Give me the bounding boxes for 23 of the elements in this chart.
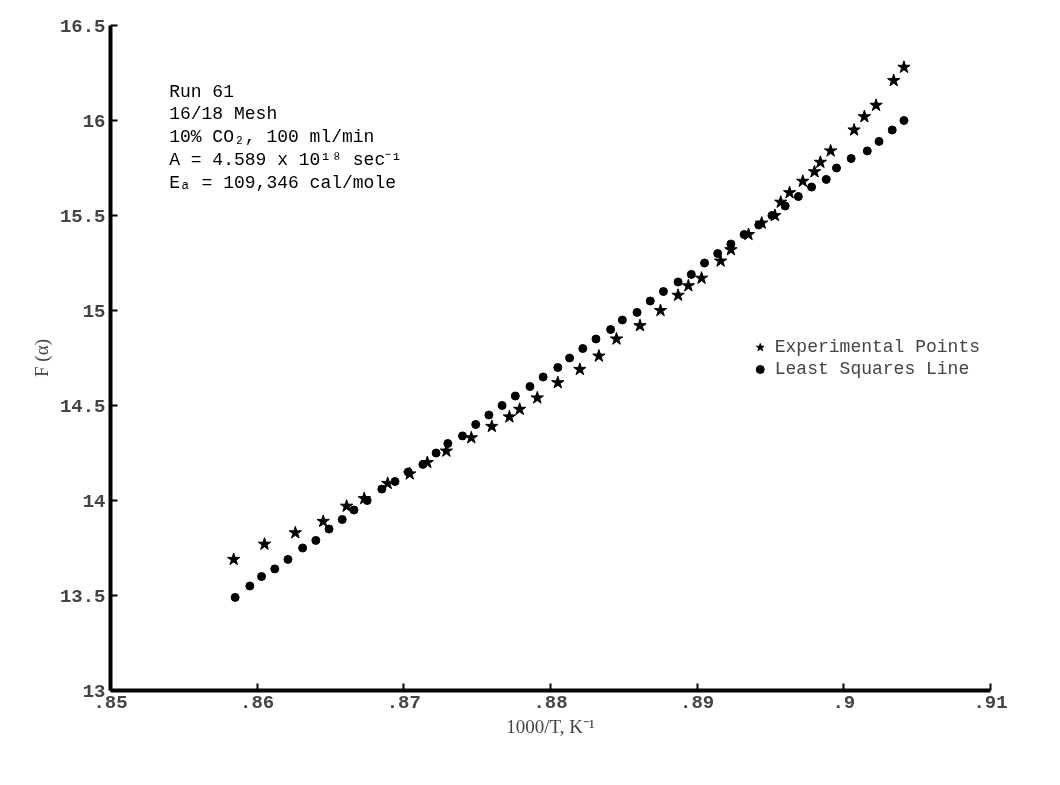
x-tick-label: .89 bbox=[680, 691, 715, 714]
legend-label: Experimental Points bbox=[774, 336, 980, 357]
y-tick-label: 16 bbox=[82, 110, 106, 133]
y-tick-label: 14.5 bbox=[59, 395, 106, 418]
y-axis-title: F (α) bbox=[30, 339, 53, 377]
annotation: 10% CO₂, 100 ml/min bbox=[169, 127, 375, 148]
annotation: 16/18 Mesh bbox=[169, 104, 278, 125]
legend-label: Least Squares Line bbox=[774, 358, 970, 379]
x-tick-label: .86 bbox=[240, 691, 275, 714]
x-axis-title: 1000/T, K⁻¹ bbox=[506, 715, 595, 737]
annotation: Eₐ = 109,346 cal/mole bbox=[169, 172, 397, 193]
y-tick-label: 15.5 bbox=[59, 205, 106, 228]
x-tick-label: .91 bbox=[973, 691, 1008, 714]
annotation: A = 4.589 x 10¹⁸ sec⁻¹ bbox=[169, 149, 403, 170]
x-tick-label: .9 bbox=[832, 691, 856, 714]
y-tick-label: 13 bbox=[82, 680, 106, 703]
annotation: Run 61 bbox=[169, 81, 234, 102]
y-tick-label: 14 bbox=[82, 490, 106, 513]
y-tick-label: 15 bbox=[82, 300, 106, 323]
x-tick-label: .87 bbox=[386, 691, 421, 714]
y-tick-label: 16.5 bbox=[59, 15, 106, 38]
y-tick-label: 13.5 bbox=[59, 585, 106, 608]
x-tick-label: .88 bbox=[533, 691, 568, 714]
